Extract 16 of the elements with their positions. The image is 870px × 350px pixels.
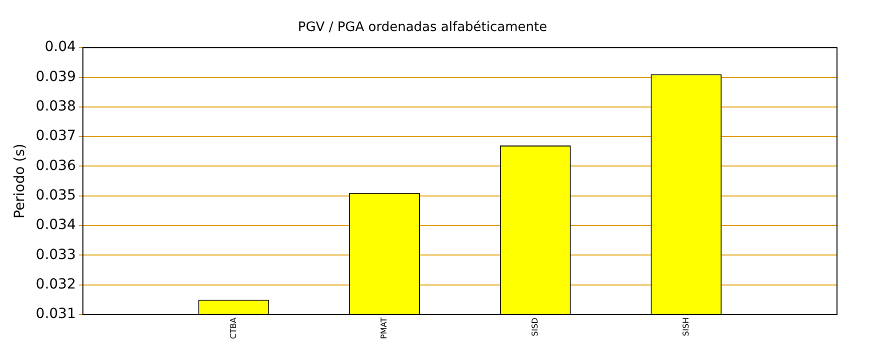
y-tick-label: 0.038 <box>36 98 76 115</box>
y-axis-title: Periodo (s) <box>12 144 28 219</box>
chart-title: PGV / PGA ordenadas alfabéticamente <box>298 20 548 36</box>
x-tick-label: SISD <box>530 318 540 336</box>
y-tick-label: 0.037 <box>36 128 76 144</box>
y-tick-label: 0.034 <box>36 217 76 234</box>
y-tick-label: 0.036 <box>36 158 76 174</box>
y-tick-label: 0.031 <box>36 306 76 322</box>
y-tick-label: 0.032 <box>36 276 76 293</box>
y-tick-label: 0.033 <box>36 246 76 263</box>
y-tick-label: 0.035 <box>36 188 76 204</box>
y-tick-label: 0.04 <box>44 39 76 56</box>
x-tick-label: PMAT <box>380 317 389 340</box>
x-tick-label: SISH <box>681 318 690 336</box>
x-tick-label: CTBA <box>228 317 238 339</box>
y-tick-label: 0.039 <box>36 68 76 85</box>
